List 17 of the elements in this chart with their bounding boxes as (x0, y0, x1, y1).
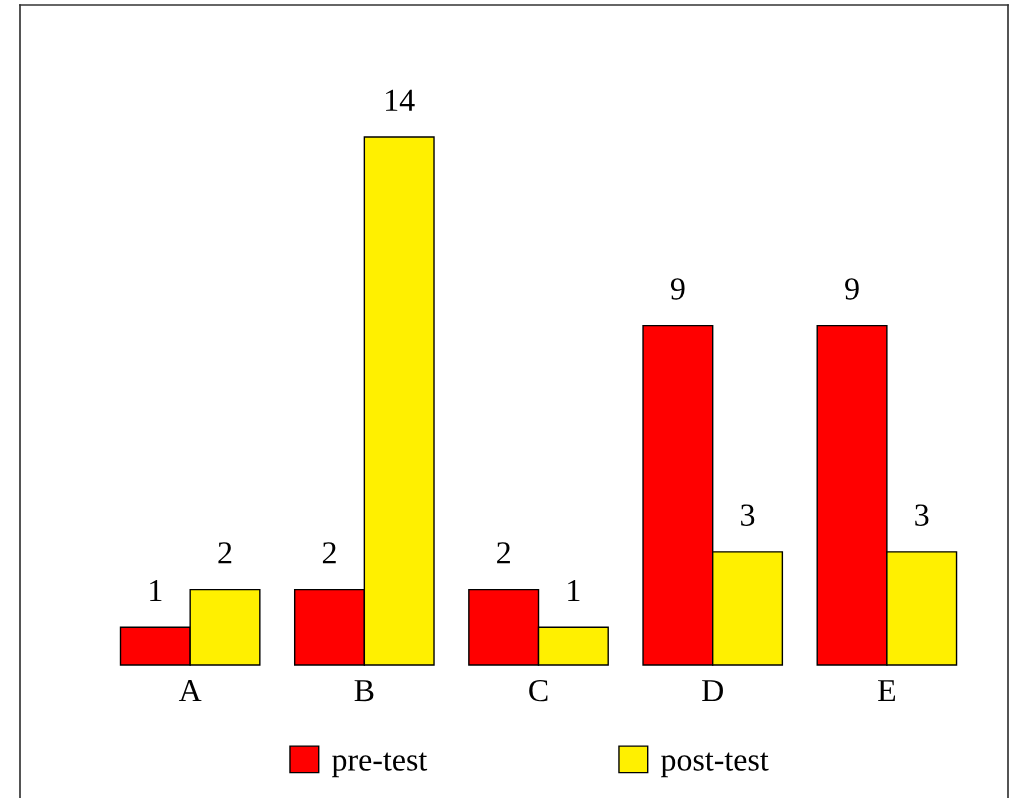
legend-label: pre-test (332, 752, 428, 778)
data-label: 2 (218, 542, 232, 564)
data-label: 1 (150, 579, 162, 602)
data-label: 1 (568, 579, 580, 602)
x-tick-label: B (354, 680, 374, 702)
data-label: 9 (845, 278, 859, 300)
data-label: 2 (497, 542, 510, 564)
x-tick-label: A (178, 679, 202, 702)
x-tick-label: C (529, 679, 548, 702)
legend-label: post-test (661, 752, 769, 778)
x-tick-label: E (878, 680, 896, 702)
data-label: 2 (322, 542, 336, 564)
data-label: 9 (670, 278, 685, 300)
data-label: 3 (741, 504, 755, 526)
x-tick-label: D (702, 680, 723, 702)
data-label: 3 (915, 504, 929, 526)
data-label: 14 (386, 89, 415, 111)
